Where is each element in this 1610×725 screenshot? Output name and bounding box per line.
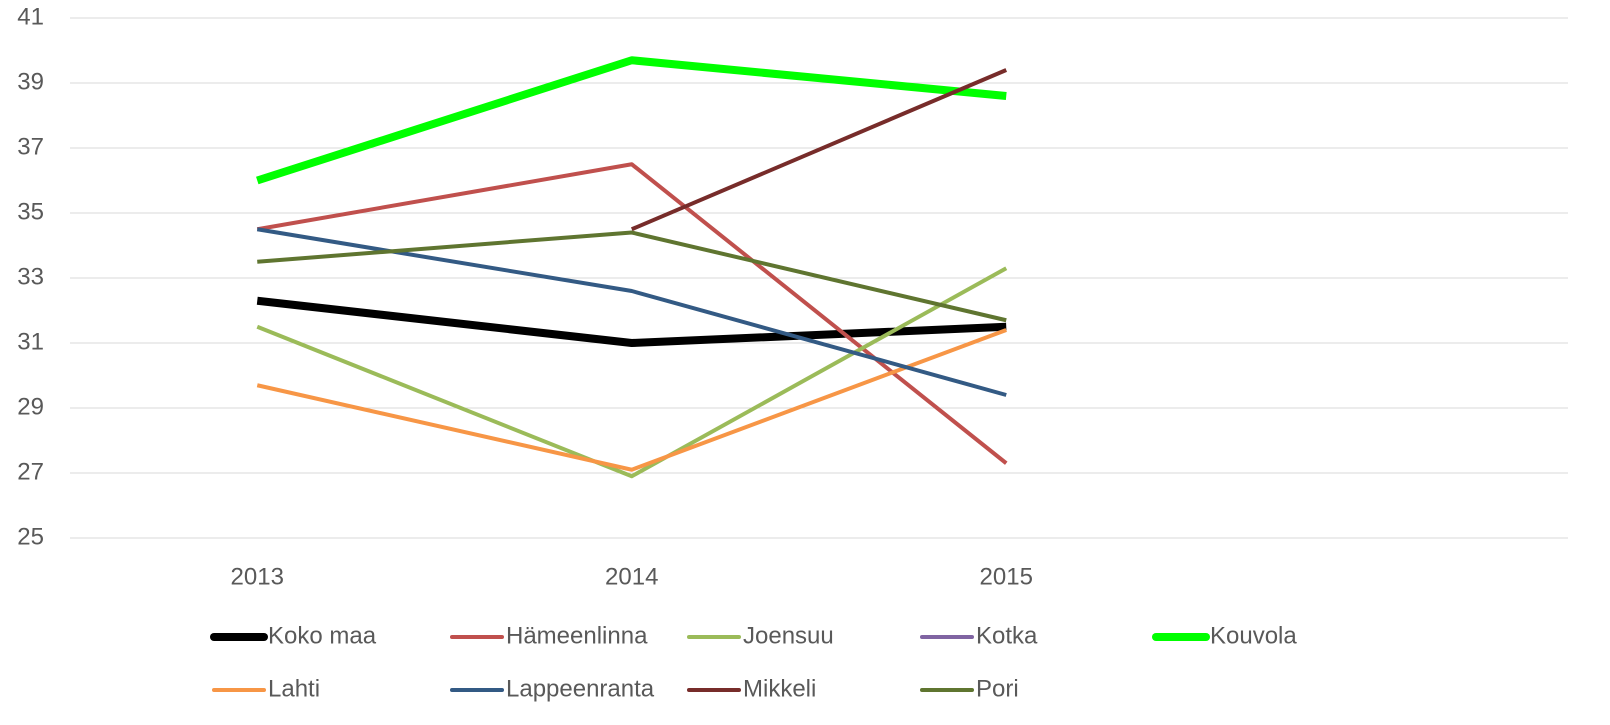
y-tick-label: 25: [17, 523, 44, 550]
series-line: [256, 56, 1007, 185]
series-line: [256, 266, 1008, 479]
x-tick-label: 2013: [231, 563, 284, 590]
y-tick-label: 31: [17, 328, 44, 355]
x-tick-label: 2014: [605, 563, 658, 590]
legend-label: Hämeenlinna: [506, 622, 648, 649]
legend-label: Koko maa: [268, 622, 377, 649]
legend-label: Lahti: [268, 675, 320, 702]
series-line: [256, 296, 1007, 347]
x-tick-label: 2015: [980, 563, 1033, 590]
series-line: [256, 162, 1008, 465]
legend-label: Kotka: [976, 622, 1038, 649]
series-line: [257, 230, 1007, 323]
y-tick-label: 35: [17, 198, 44, 225]
legend-label: Kouvola: [1210, 622, 1297, 649]
y-tick-label: 39: [17, 68, 44, 95]
series-line: [256, 227, 1007, 397]
series-line: [256, 328, 1007, 472]
y-tick-label: 29: [17, 393, 44, 420]
legend-label: Lappeenranta: [506, 675, 655, 702]
y-tick-label: 37: [17, 133, 44, 160]
y-tick-label: 33: [17, 263, 44, 290]
legend-label: Mikkeli: [743, 675, 816, 702]
legend-label: Pori: [976, 675, 1019, 702]
series-line: [630, 68, 1008, 232]
legend-label: Joensuu: [743, 622, 834, 649]
y-tick-label: 41: [17, 3, 44, 30]
y-tick-label: 27: [17, 458, 44, 485]
